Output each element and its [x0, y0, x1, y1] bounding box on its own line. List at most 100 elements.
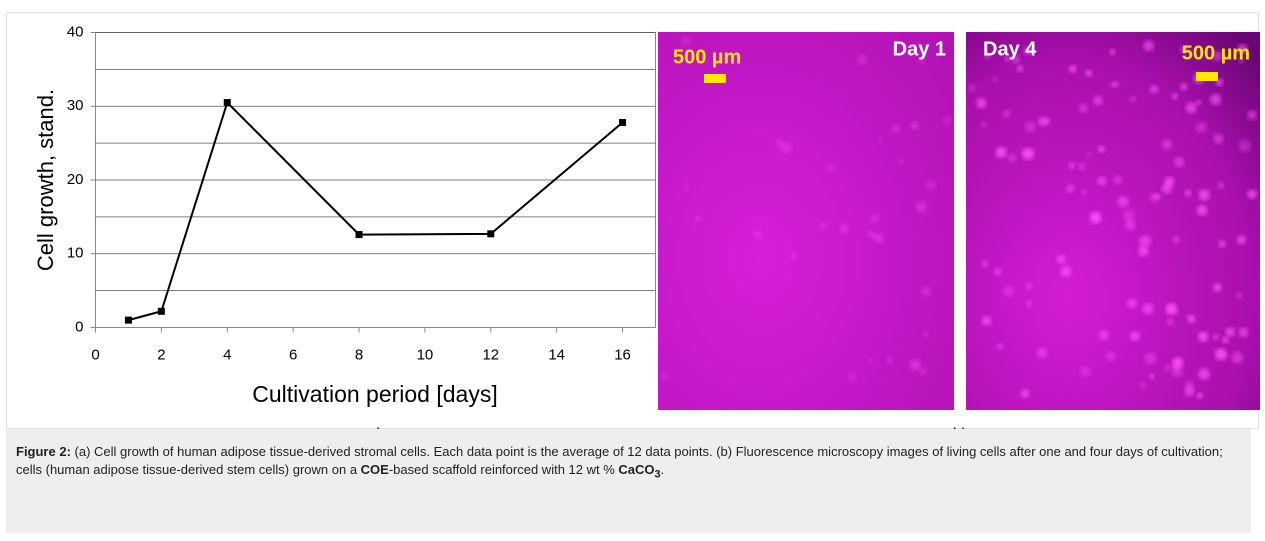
x-tick-label: 2: [157, 346, 165, 363]
cell-spot: [1056, 254, 1066, 264]
cell-spot: [1238, 327, 1249, 338]
y-tick-label: 30: [67, 97, 84, 114]
cell-spot: [1198, 189, 1210, 201]
cell-spot: [1093, 95, 1103, 106]
cell-spot: [1238, 57, 1245, 64]
cell-spot: [873, 233, 884, 244]
cell-spot: [981, 260, 989, 268]
cell-spot: [1215, 348, 1228, 361]
x-tick-label: 14: [548, 346, 565, 363]
cell-spot: [839, 224, 849, 233]
cell-spot: [1212, 333, 1220, 341]
cell-spot: [1196, 205, 1208, 216]
scale-label: 500 µm: [1182, 42, 1250, 64]
cell-spot: [1213, 133, 1224, 144]
scale-bar: [704, 74, 726, 83]
cell-spot: [1171, 365, 1183, 377]
cell-spot: [683, 185, 690, 192]
cell-spot: [942, 115, 952, 126]
cell-spot: [919, 367, 927, 376]
cell-spot: [1236, 235, 1246, 245]
cell-spot: [976, 97, 987, 109]
cell-spot: [1221, 336, 1230, 344]
cell-spot: [1089, 211, 1102, 224]
cell-spot: [925, 179, 936, 190]
cell-spot: [1144, 352, 1157, 365]
cell-spot: [1143, 40, 1155, 52]
cell-spot: [1097, 176, 1107, 186]
caption: Figure 2: (a) Cell growth of human adipo…: [6, 429, 1251, 533]
cell-spot: [1060, 265, 1072, 277]
cell-spot: [1022, 147, 1034, 160]
cell-spot: [984, 53, 991, 60]
caption-text: (a) Cell growth of human adipose tissue-…: [16, 444, 1223, 477]
cell-spot: [1218, 240, 1226, 248]
cell-spot: [1238, 140, 1251, 153]
cell-spot: [1125, 219, 1136, 231]
cell-spot: [1165, 303, 1175, 313]
cell-spot: [1149, 85, 1159, 94]
cell-spot: [1098, 329, 1110, 341]
cell-spot: [1025, 121, 1036, 133]
cell-spot: [995, 146, 1007, 158]
cell-spot: [1105, 351, 1116, 362]
cell-spot: [1122, 209, 1135, 222]
cell-spot: [915, 201, 927, 213]
y-tick-label: 20: [67, 171, 84, 188]
cell-spot: [886, 357, 893, 364]
cell-spot: [779, 141, 792, 154]
cell-spot: [1180, 45, 1188, 54]
cell-spot: [1016, 65, 1024, 72]
cell-spot: [868, 357, 874, 364]
cell-spot: [877, 137, 883, 144]
cell-spot: [1217, 182, 1225, 189]
cell-spot: [753, 229, 764, 239]
data-line: [128, 100, 624, 322]
cell-spot: [1023, 46, 1033, 56]
cell-spot: [1011, 55, 1020, 64]
y-axis-label: Cell growth, stand.: [33, 89, 58, 271]
cell-spot: [1007, 153, 1017, 163]
scale-label: 500 µm: [673, 46, 741, 68]
cell-spot: [1036, 347, 1048, 359]
cell-spot: [1078, 103, 1088, 114]
cell-spot: [819, 221, 828, 230]
cell-spot: [1109, 49, 1116, 55]
panel-label: b): [953, 426, 967, 430]
cell-spot: [1112, 81, 1119, 88]
cell-spot: [1213, 283, 1222, 292]
cell-spot: [1187, 314, 1196, 323]
cell-spot: [1185, 102, 1197, 114]
cell-spot: [1086, 152, 1092, 158]
day-label: Day 4: [983, 38, 1037, 60]
day-label: Day 1: [893, 38, 946, 60]
cell-spot: [1172, 93, 1178, 100]
cell-spot: [1166, 318, 1174, 326]
data-point: [157, 307, 165, 315]
data-point: [124, 316, 132, 324]
data-point: [619, 118, 627, 126]
cell-spot: [1210, 94, 1222, 105]
cell-spot: [680, 35, 691, 46]
scale-bar: [1196, 72, 1218, 81]
y-tick-label: 0: [75, 318, 83, 335]
cell-spot: [1195, 121, 1207, 134]
cell-spot: [980, 121, 988, 128]
cell-spot: [1077, 162, 1086, 171]
cell-spot: [1174, 157, 1185, 168]
cell-spot: [1025, 282, 1033, 290]
cell-spot: [790, 253, 797, 260]
y-tick-label: 10: [67, 245, 84, 262]
caption-label: Figure 2:: [16, 444, 71, 459]
cell-spot: [1196, 392, 1203, 399]
x-tick-label: 8: [355, 346, 363, 363]
cell-spot: [918, 56, 926, 64]
cell-spot: [1117, 196, 1129, 208]
cell-spot: [1020, 389, 1030, 399]
cell-spot: [869, 213, 880, 224]
cell-spot: [923, 331, 929, 338]
cell-spot: [1149, 192, 1159, 202]
caption-text: .: [660, 462, 665, 477]
cell-spot: [1236, 292, 1243, 299]
